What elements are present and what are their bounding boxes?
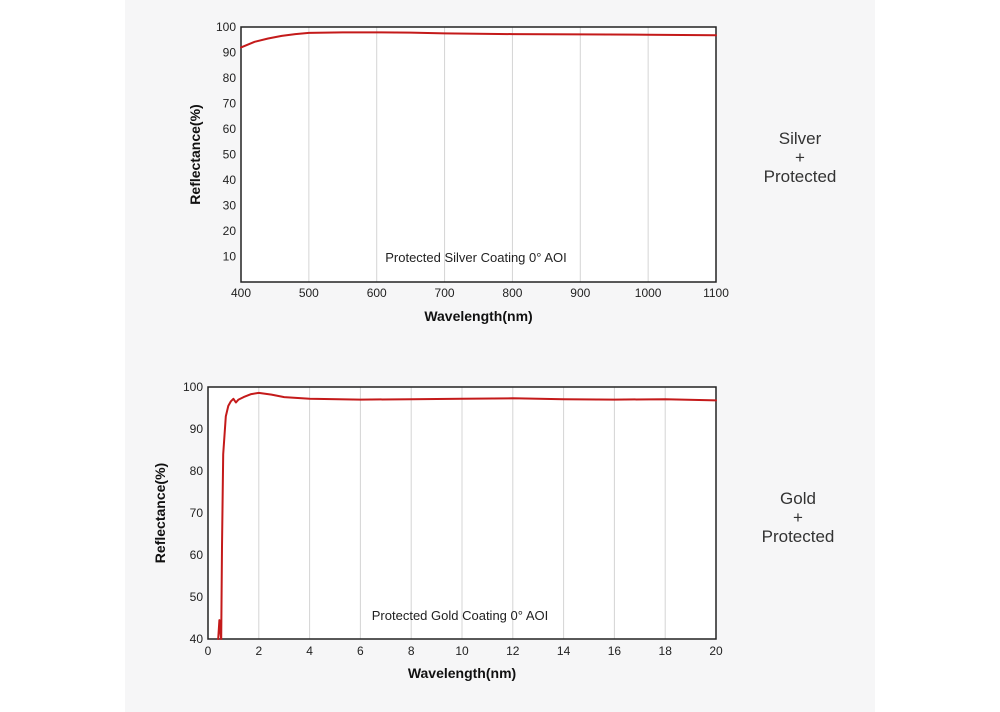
gold-x-tick-label: 6 [357, 644, 364, 658]
gold-y-tick-label: 70 [190, 506, 204, 520]
gold-y-tick-label: 40 [190, 632, 204, 646]
gold-label-line-3: Protected [761, 527, 835, 546]
gold-x-tick-label: 20 [709, 644, 723, 658]
silver-x-axis-label: Wavelength(nm) [424, 308, 532, 324]
silver-reflectance-line [240, 31, 717, 49]
silver-chart-title: Protected Silver Coating 0° AOI [385, 250, 567, 265]
gold-x-tick-label: 4 [306, 644, 313, 658]
silver-label-line-3: Protected [763, 167, 837, 186]
silver-y-tick-label: 40 [223, 173, 237, 187]
silver-x-tick-label: 600 [367, 286, 387, 300]
gold-chart-title: Protected Gold Coating 0° AOI [372, 608, 548, 623]
silver-x-tick-label: 900 [570, 286, 590, 300]
silver-y-tick-label: 60 [223, 122, 237, 136]
silver-x-tick-label: 1100 [703, 286, 729, 300]
gold-label-line-1: Gold [780, 489, 816, 508]
gold-plot-frame [207, 386, 717, 640]
silver-y-tick-label: 100 [216, 20, 236, 34]
gold-reflectance-chart: 0 2 4 6 8 10 12 14 16 18 20 40 50 60 70 80 90 100 Waveleng… [152, 380, 723, 681]
silver-coating-label: Silver + Protected [740, 129, 860, 186]
gold-label-line-2: + [793, 508, 803, 527]
gold-coating-label: Gold + Protected [738, 489, 858, 546]
gold-x-tick-label: 12 [506, 644, 520, 658]
silver-plot-frame [240, 26, 717, 283]
gold-y-tick-label: 90 [190, 422, 204, 436]
silver-x-tick-label: 800 [502, 286, 522, 300]
silver-y-axis-label: Reflectance(%) [187, 104, 203, 204]
gold-x-tick-label: 8 [408, 644, 415, 658]
silver-y-tick-label: 90 [223, 46, 237, 60]
silver-y-tick-label: 10 [223, 250, 237, 264]
gold-x-tick-label: 2 [255, 644, 262, 658]
gold-x-axis-label: Wavelength(nm) [408, 665, 516, 681]
silver-x-tick-label: 700 [435, 286, 455, 300]
silver-x-tick-label: 500 [299, 286, 319, 300]
silver-label-line-1: Silver [778, 129, 822, 148]
gold-x-tick-label: 14 [557, 644, 571, 658]
silver-x-tick-label: 1000 [635, 286, 662, 300]
gold-x-tick-label: 16 [608, 644, 622, 658]
silver-y-tick-label: 50 [223, 148, 237, 162]
silver-x-tick-label: 400 [231, 286, 251, 300]
silver-y-tick-label: 20 [223, 224, 237, 238]
gold-x-tick-label: 10 [455, 644, 469, 658]
gold-reflectance-line [217, 391, 717, 640]
silver-label-line-2: + [795, 148, 805, 167]
silver-y-tick-label: 30 [223, 199, 237, 213]
gold-y-axis-label: Reflectance(%) [152, 463, 168, 563]
silver-y-tick-label: 80 [223, 71, 237, 85]
silver-plot-area [241, 27, 716, 282]
gold-x-tick-label: 0 [205, 644, 212, 658]
gold-y-tick-label: 50 [190, 590, 204, 604]
gold-y-tick-label: 100 [183, 380, 203, 394]
silver-y-tick-label: 70 [223, 97, 237, 111]
gold-x-tick-label: 18 [659, 644, 673, 658]
silver-reflectance-chart: 400 500 600 700 800 900 1000 1100 10 20 30 40 50 60 70… [187, 20, 729, 324]
gold-y-tick-label: 60 [190, 548, 204, 562]
gold-y-tick-label: 80 [190, 464, 204, 478]
